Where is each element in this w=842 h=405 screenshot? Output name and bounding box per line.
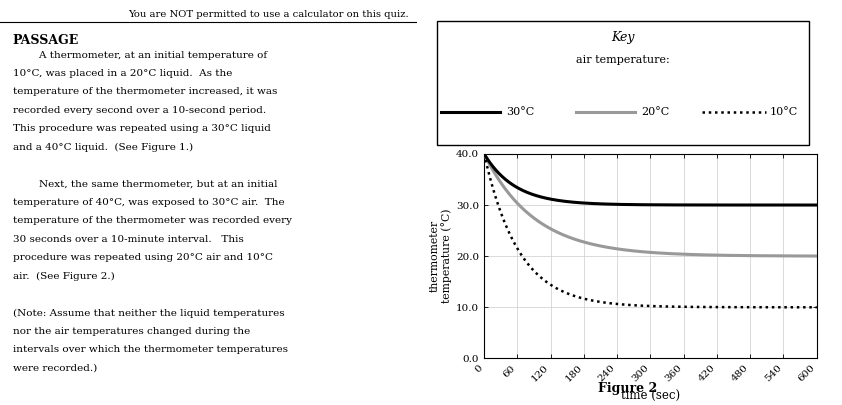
FancyBboxPatch shape <box>437 21 809 145</box>
Text: air.  (See Figure 2.): air. (See Figure 2.) <box>13 272 115 281</box>
Text: recorded every second over a 10-second period.: recorded every second over a 10-second p… <box>13 106 265 115</box>
Text: temperature of the thermometer was recorded every: temperature of the thermometer was recor… <box>13 216 291 226</box>
Y-axis label: thermometer
temperature (°C): thermometer temperature (°C) <box>429 209 452 303</box>
Text: Figure 2: Figure 2 <box>598 382 657 395</box>
Text: and a 40°C liquid.  (See Figure 1.): and a 40°C liquid. (See Figure 1.) <box>13 143 193 152</box>
Text: 10°C: 10°C <box>770 107 797 117</box>
Text: 30°C: 30°C <box>506 107 535 117</box>
X-axis label: time (sec): time (sec) <box>621 389 680 402</box>
Text: 10°C, was placed in a 20°C liquid.  As the: 10°C, was placed in a 20°C liquid. As th… <box>13 69 232 78</box>
Text: were recorded.): were recorded.) <box>13 364 97 373</box>
Text: Next, the same thermometer, but at an initial: Next, the same thermometer, but at an in… <box>13 180 277 189</box>
Text: This procedure was repeated using a 30°C liquid: This procedure was repeated using a 30°C… <box>13 124 270 133</box>
Text: A thermometer, at an initial temperature of: A thermometer, at an initial temperature… <box>13 51 267 60</box>
Text: intervals over which the thermometer temperatures: intervals over which the thermometer tem… <box>13 345 287 354</box>
Text: procedure was repeated using 20°C air and 10°C: procedure was repeated using 20°C air an… <box>13 254 273 262</box>
Text: (Note: Assume that neither the liquid temperatures: (Note: Assume that neither the liquid te… <box>13 309 284 318</box>
Text: temperature of the thermometer increased, it was: temperature of the thermometer increased… <box>13 87 277 96</box>
Text: You are NOT permitted to use a calculator on this quiz.: You are NOT permitted to use a calculato… <box>128 10 408 19</box>
Text: 20°C: 20°C <box>641 107 669 117</box>
Text: Key: Key <box>611 31 635 44</box>
Text: nor the air temperatures changed during the: nor the air temperatures changed during … <box>13 327 250 336</box>
Text: temperature of 40°C, was exposed to 30°C air.  The: temperature of 40°C, was exposed to 30°C… <box>13 198 284 207</box>
Text: air temperature:: air temperature: <box>576 55 670 64</box>
Text: 30 seconds over a 10-minute interval.   This: 30 seconds over a 10-minute interval. Th… <box>13 235 243 244</box>
Text: PASSAGE: PASSAGE <box>13 34 79 47</box>
